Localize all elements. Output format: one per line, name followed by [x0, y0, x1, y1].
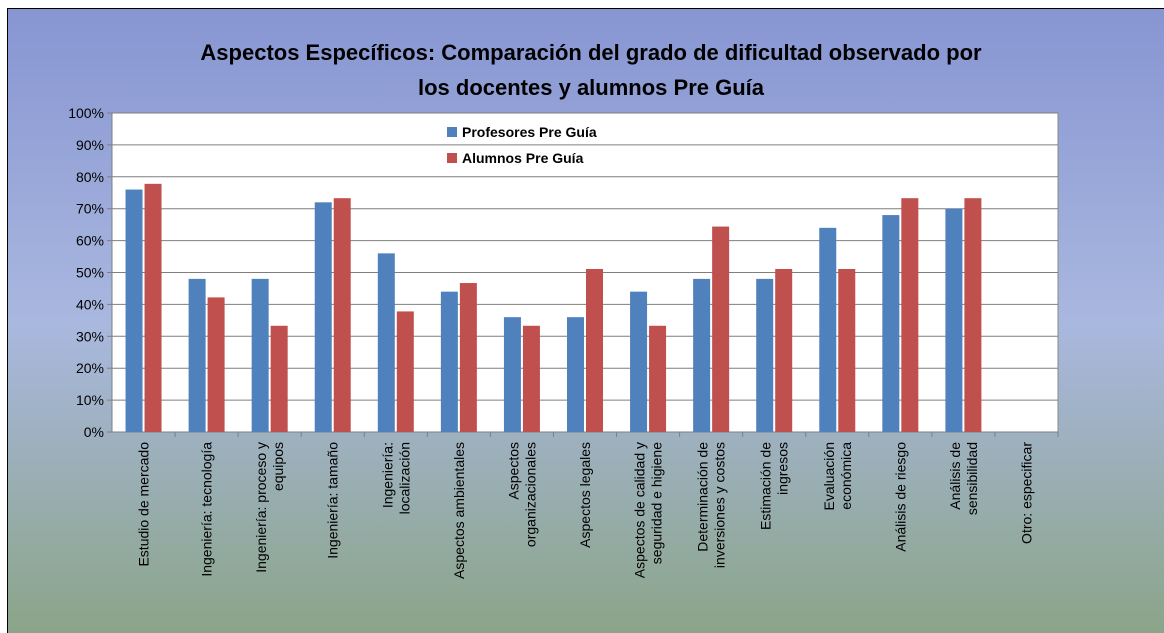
- x-tick-label: Aspectos ambientales: [451, 442, 467, 579]
- bar: [945, 208, 963, 432]
- x-tick-group: Análisis desensibilidad: [947, 442, 980, 515]
- x-tick-group: Aspectos de calidad yseguridad e higiene: [632, 442, 665, 578]
- x-tick-label: Evaluacióneconómica: [821, 442, 854, 511]
- y-tick-label: 60%: [76, 233, 104, 249]
- bar: [838, 268, 856, 432]
- x-tick-group: Ingeniería:localización: [379, 442, 412, 514]
- y-tick-label: 30%: [76, 328, 104, 344]
- bar: [901, 198, 919, 432]
- x-tick-group: Ingeniería: tecnología: [199, 442, 215, 577]
- y-tick-label: 100%: [68, 105, 104, 121]
- x-tick-label: Estudio de mercado: [136, 442, 152, 567]
- y-tick-label: 90%: [76, 137, 104, 153]
- x-tick-group: Aspectos legales: [577, 442, 593, 548]
- bar: [440, 291, 458, 432]
- x-tick-label: Ingeniería: tamaño: [325, 442, 341, 559]
- bar: [882, 215, 900, 432]
- x-tick-group: Estimación deingresos: [758, 442, 791, 530]
- legend-swatch: [447, 127, 457, 137]
- x-tick-group: Análisis de riesgo: [892, 442, 908, 552]
- bar: [188, 278, 206, 432]
- bar: [712, 226, 730, 432]
- x-tick-group: Ingeniería: tamaño: [325, 442, 341, 559]
- bar: [819, 227, 837, 432]
- bar: [270, 325, 288, 432]
- bar: [377, 253, 395, 432]
- bar: [567, 317, 584, 432]
- bar: [207, 297, 225, 432]
- x-tick-label: Aspectos de calidad yseguridad e higiene: [632, 442, 665, 578]
- x-tick-label: Otro: especificar: [1018, 442, 1034, 544]
- x-tick-group: Aspectosorganizacionales: [505, 442, 538, 547]
- y-tick-label: 50%: [76, 265, 104, 281]
- chart-title: Aspectos Específicos: Comparación del gr…: [200, 40, 982, 100]
- x-tick-label: Aspectos legales: [577, 442, 593, 548]
- bar: [630, 291, 648, 432]
- bar: [459, 283, 477, 432]
- y-tick-label: 0%: [84, 424, 104, 440]
- y-tick-label: 80%: [76, 169, 104, 185]
- x-tick-label: Análisis desensibilidad: [947, 442, 980, 515]
- x-tick-label: Análisis de riesgo: [892, 442, 908, 552]
- legend-swatch: [447, 153, 457, 163]
- legend-label: Profesores Pre Guía: [462, 124, 597, 140]
- bar: [503, 317, 521, 432]
- x-tick-label: Determinación deinversiones y costos: [695, 442, 728, 568]
- bar: [693, 278, 711, 432]
- x-tick-label: Aspectosorganizacionales: [505, 442, 538, 547]
- bar: [964, 198, 982, 432]
- x-tick-label: Ingeniería: proceso yequipos: [253, 442, 286, 573]
- x-tick-label: Estimación deingresos: [758, 442, 791, 530]
- x-tick-group: Determinación deinversiones y costos: [695, 442, 728, 568]
- bar: [251, 278, 269, 432]
- bar: [756, 278, 774, 432]
- legend-label: Alumnos Pre Guía: [462, 150, 584, 166]
- bar: [522, 325, 540, 432]
- y-tick-label: 40%: [76, 296, 104, 312]
- x-tick-group: Aspectos ambientales: [451, 442, 467, 579]
- bar: [649, 325, 667, 432]
- bar: [125, 189, 143, 432]
- y-tick-label: 70%: [76, 201, 104, 217]
- bar: [333, 198, 351, 432]
- bar: [144, 183, 162, 432]
- bar: [396, 311, 414, 432]
- x-tick-label: Ingeniería:localización: [379, 442, 412, 514]
- bar: [314, 202, 332, 432]
- x-tick-group: Estudio de mercado: [136, 442, 152, 567]
- y-tick-label: 20%: [76, 360, 104, 376]
- x-tick-label: Ingeniería: tecnología: [199, 442, 215, 577]
- x-tick-group: Evaluacióneconómica: [821, 442, 854, 511]
- bar: [775, 268, 793, 432]
- y-tick-label: 10%: [76, 392, 104, 408]
- x-tick-group: Ingeniería: proceso yequipos: [253, 442, 286, 573]
- x-tick-group: Otro: especificar: [1018, 442, 1034, 544]
- bar: [586, 268, 603, 432]
